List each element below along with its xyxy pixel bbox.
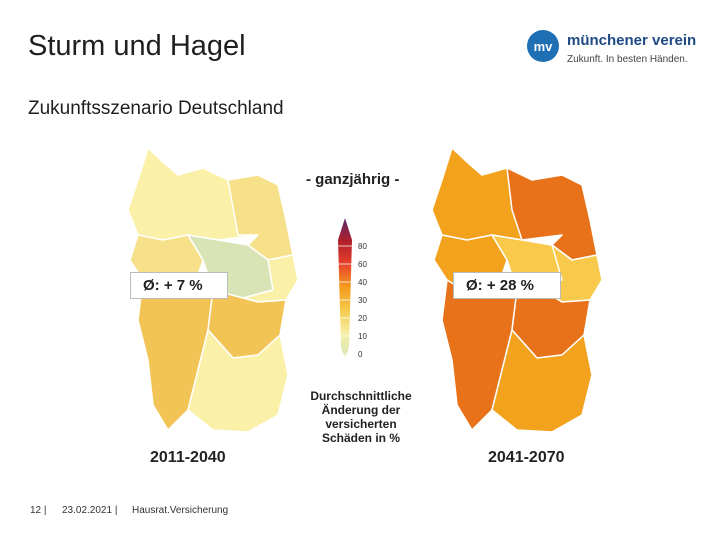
region-southeast <box>187 329 289 433</box>
legend-tick-label: 0 <box>358 350 363 359</box>
legend-tick-label: 10 <box>358 332 367 341</box>
average-change-badge-right: Ø: + 28 % <box>453 272 561 299</box>
company-logo: mv münchener verein Zukunft. In besten H… <box>527 26 707 72</box>
legend-tick-label: 40 <box>358 278 367 287</box>
logo-mark-icon: mv <box>527 30 559 62</box>
legend-heading: - ganzjährig - <box>306 171 400 188</box>
map-2041-2070 <box>431 147 603 433</box>
logo-mark-text: mv <box>534 39 554 54</box>
logo-name: münchener verein <box>567 32 697 49</box>
period-label-left: 2011-2040 <box>150 449 226 466</box>
legend-color-bar <box>338 218 352 356</box>
logo-slogan: Zukunft. In besten Händen. <box>567 54 688 65</box>
footer-page-number: 12 | <box>30 505 47 516</box>
footer-date: 23.02.2021 | <box>62 505 118 516</box>
slide-title: Sturm und Hagel <box>28 30 246 62</box>
slide-subtitle: Zukunftsszenario Deutschland <box>28 98 284 119</box>
average-change-badge-left: Ø: + 7 % <box>130 272 228 299</box>
legend-tick-label: 60 <box>358 260 367 269</box>
footer-topic: Hausrat.Versicherung <box>132 505 229 516</box>
legend-tick-label: 80 <box>358 242 367 251</box>
period-label-right: 2041-2070 <box>488 449 565 466</box>
map-2011-2040 <box>127 147 299 433</box>
legend-tick-label: 30 <box>358 296 367 305</box>
region-southeast <box>491 329 593 433</box>
legend-scale: 80 60 40 30 20 10 0 <box>336 218 367 359</box>
legend-caption: Durchschnittliche Änderung der versicher… <box>310 389 412 445</box>
legend-tick-label: 20 <box>358 314 367 323</box>
